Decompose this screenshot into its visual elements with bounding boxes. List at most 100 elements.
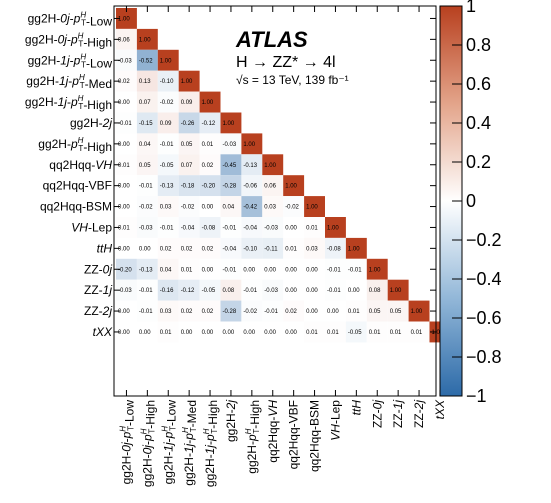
y-tick-label: gg2H-pH T-High — [38, 136, 112, 154]
heatmap-cell — [220, 321, 242, 343]
cell-value-label: 0.00 — [327, 309, 339, 315]
cell-value-label: 0.04 — [160, 267, 172, 273]
heatmap-cell — [345, 258, 367, 280]
cell-value-label: -0.03 — [139, 225, 153, 231]
cell-value-label: 0.01 — [306, 225, 318, 231]
y-tick-label: ZZ-2j — [84, 304, 112, 318]
cell-value-label: 0.00 — [306, 267, 318, 273]
heatmap-cell — [157, 258, 179, 280]
heatmap-cell — [136, 70, 158, 92]
cell-value-label: -0.20 — [118, 267, 132, 273]
cell-value-label: 0.01 — [160, 330, 172, 336]
heatmap-cell — [178, 258, 200, 280]
heatmap-cell — [116, 154, 137, 176]
cell-value-label: -0.01 — [139, 184, 153, 190]
cell-value-label: 1.00 — [118, 16, 130, 22]
colorbar-tick-label: 1 — [466, 0, 476, 16]
heatmap-cell — [199, 196, 221, 217]
cell-value-label: -0.18 — [181, 184, 195, 190]
heatmap-cell — [136, 28, 158, 50]
cell-value-label: 0.05 — [390, 309, 402, 315]
cell-value-label: 0.03 — [264, 205, 276, 211]
cell-value-label: 0.00 — [118, 100, 130, 106]
cell-value-label: 0.01 — [202, 142, 214, 148]
heatmap-cell — [178, 133, 200, 155]
heatmap-cell — [262, 279, 284, 301]
cell-value-label: 0.00 — [118, 330, 130, 336]
y-tick-label: ZZ-1j — [84, 283, 112, 297]
colorbar-tick-label: 0 — [466, 191, 476, 211]
cell-value-label: -0.04 — [243, 225, 257, 231]
cell-value-label: -0.08 — [202, 225, 216, 231]
cell-value-label: 0.05 — [181, 142, 193, 148]
cell-value-label: 0.00 — [285, 330, 297, 336]
y-tick-label: ttH — [97, 241, 113, 255]
heatmap-cell — [116, 279, 137, 301]
cell-value-label: 0.00 — [118, 205, 130, 211]
colorbar-tick-label: 0.8 — [466, 35, 491, 55]
cell-value-label: 1.00 — [264, 163, 276, 169]
heatmap-cell — [220, 300, 242, 322]
heatmap-cell — [157, 217, 179, 238]
heatmap-cell — [262, 258, 284, 280]
cell-value-label: 0.00 — [285, 267, 297, 273]
x-tick-label: gg2H-2j — [224, 400, 238, 442]
cell-value-label: -0.03 — [264, 225, 278, 231]
cell-value-label: 0.00 — [243, 330, 255, 336]
heatmap-cell — [241, 258, 263, 280]
heatmap-cell — [220, 154, 242, 176]
cell-value-label: -0.02 — [139, 205, 153, 211]
heatmap-cell — [157, 133, 179, 155]
heatmap-cell — [199, 217, 221, 238]
heatmap-cell — [116, 175, 137, 197]
heatmap-cell — [304, 196, 325, 217]
cell-value-label: 0.02 — [118, 79, 130, 85]
cell-value-label: 0.01 — [327, 330, 339, 336]
heatmap-cell — [304, 300, 325, 322]
heatmap-cell — [157, 196, 179, 217]
x-tick-label: gg2H-1j-pHT-Med — [181, 400, 199, 486]
process-label: H → ZZ* → 4l — [236, 54, 336, 71]
cell-value-label: 0.02 — [285, 309, 297, 315]
heatmap-cell — [220, 217, 242, 238]
heatmap-cell — [157, 321, 179, 343]
x-tick-label: gg2H-1j-pHT-High — [202, 400, 220, 487]
cell-value-label: 0.07 — [181, 163, 193, 169]
cell-value-label: 0.08 — [223, 288, 235, 294]
cell-value-label: -0.06 — [243, 184, 257, 190]
heatmap-cell — [220, 279, 242, 301]
cell-value-label: -0.04 — [181, 225, 195, 231]
cell-value-label: -0.28 — [223, 309, 237, 315]
x-tick-label: ttH — [349, 400, 363, 416]
cell-value-label: 0.00 — [285, 288, 297, 294]
heatmap-cell — [387, 279, 409, 301]
heatmap-cell — [178, 279, 200, 301]
x-tick-label: gg2H-pHT-High — [244, 400, 262, 474]
cell-value-label: 0.01 — [348, 309, 360, 315]
heatmap-cell — [157, 175, 179, 197]
heatmap-cell — [136, 321, 158, 343]
heatmap-cell — [136, 279, 158, 301]
cell-value-label: -0.03 — [118, 288, 132, 294]
heatmap-cell — [136, 133, 158, 155]
y-tick-label: VH-Lep — [71, 220, 112, 234]
heatmap-cell — [283, 279, 305, 301]
heatmap-cell — [157, 300, 179, 322]
heatmap-cell — [241, 196, 263, 217]
x-tick-label: ZZ-1j — [391, 400, 405, 428]
cell-value-label: 0.00 — [306, 309, 318, 315]
cell-value-label: -0.13 — [160, 184, 174, 190]
heatmap-cell — [116, 217, 137, 238]
cell-value-label: 1.00 — [348, 246, 360, 252]
cell-value-label: 0.00 — [202, 330, 214, 336]
x-tick-label: gg2H-0j-pHT-High — [139, 400, 157, 487]
heatmap-cell — [241, 279, 263, 301]
heatmap-cell — [262, 154, 284, 176]
heatmap-cell — [136, 175, 158, 197]
cell-value-label: -0.03 — [118, 58, 132, 64]
cell-value-label: 0.01 — [390, 330, 402, 336]
cell-value-label: 0.02 — [181, 309, 193, 315]
heatmap-cell — [157, 237, 179, 259]
cell-value-label: 1.00 — [306, 205, 318, 211]
